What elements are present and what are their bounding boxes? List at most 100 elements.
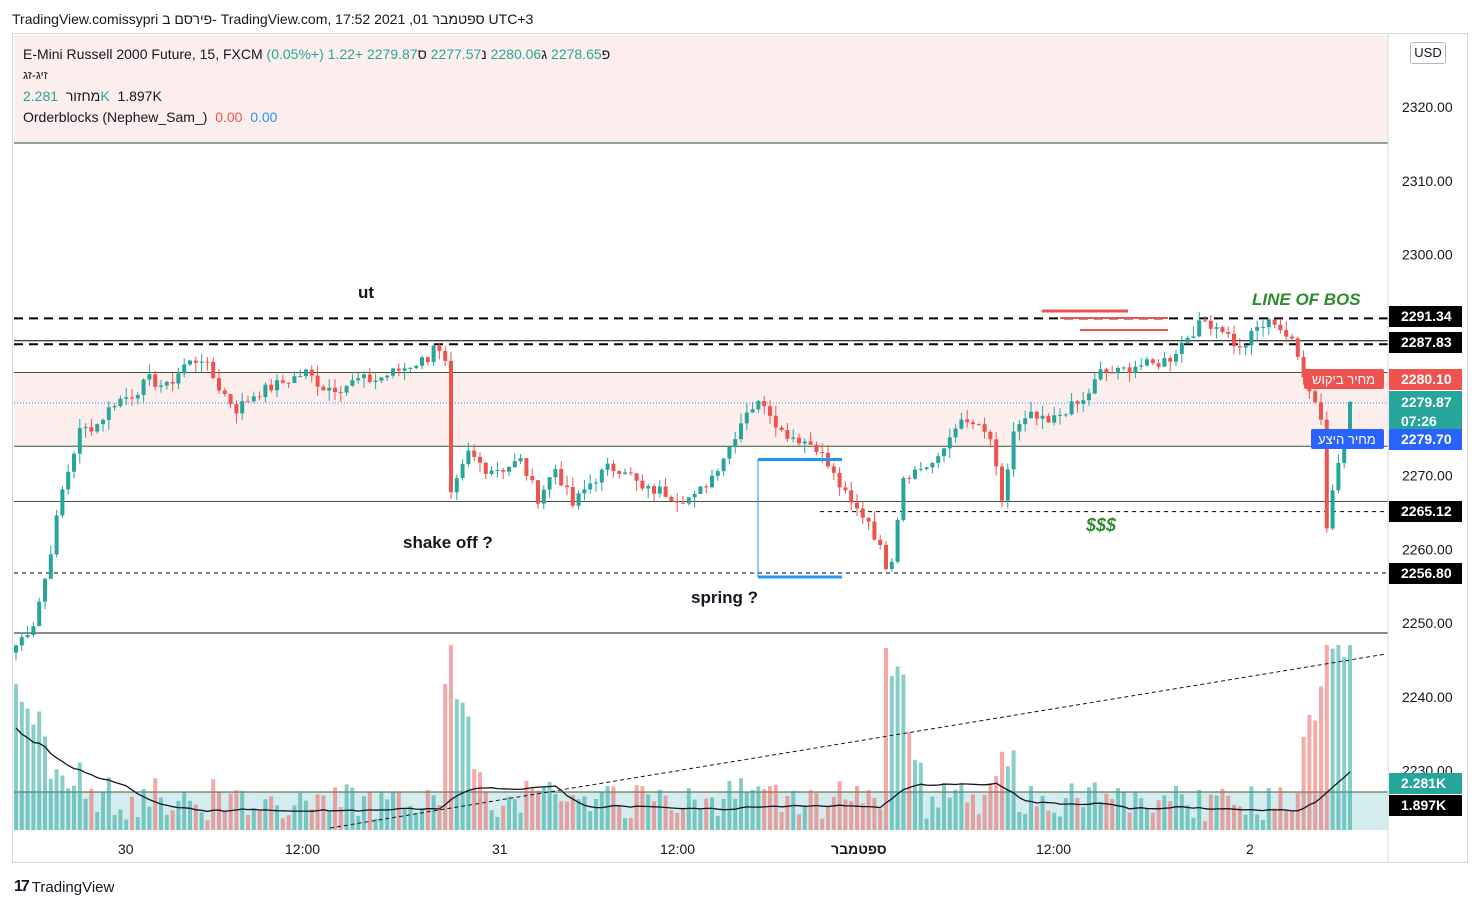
candle-body xyxy=(420,357,424,366)
volume-bar xyxy=(362,796,366,830)
candle-body xyxy=(866,517,871,522)
candle-body xyxy=(124,397,129,399)
volume-bar xyxy=(170,810,175,830)
volume-bar xyxy=(153,778,158,830)
candle-body xyxy=(1226,331,1231,334)
candle-body xyxy=(1029,411,1033,419)
volume-bar xyxy=(1261,820,1265,830)
volume-bar xyxy=(292,805,297,830)
volume-bar xyxy=(913,760,917,830)
volume-bar xyxy=(1179,794,1184,830)
candle-body xyxy=(1295,338,1300,357)
candle-body xyxy=(1313,391,1318,403)
time-tick: 31 xyxy=(492,841,508,857)
candle-body xyxy=(779,427,784,431)
candle-body xyxy=(478,456,482,463)
candle-body xyxy=(657,486,662,494)
legend-symbol-row: E-Mini Russell 2000 Future, 15, FXCM פ22… xyxy=(23,44,610,64)
candle-body xyxy=(263,384,268,398)
candle-body xyxy=(95,424,100,432)
candle-body xyxy=(1348,401,1352,438)
candle-body xyxy=(524,458,529,476)
candle-body xyxy=(31,626,36,636)
volume-bar xyxy=(605,785,610,830)
volume-bar xyxy=(843,799,848,830)
tradingview-brand[interactable]: 17 TradingView xyxy=(14,878,114,896)
candle-body xyxy=(1284,330,1289,337)
candle-body xyxy=(228,394,233,404)
volume-bar xyxy=(135,817,140,830)
annotation-line-of-bos: LINE OF BOS xyxy=(1252,290,1361,309)
volume-bar xyxy=(431,795,436,830)
volume-bar xyxy=(124,819,129,830)
candle-body xyxy=(640,480,645,489)
indicator-name: Orderblocks (Nephew_Sam_) xyxy=(23,109,208,125)
volume-bar xyxy=(942,783,946,830)
price-label-box xyxy=(1389,332,1462,353)
candle-body xyxy=(483,462,488,474)
time-tick: 12:00 xyxy=(285,841,320,857)
candle-body xyxy=(541,489,546,504)
volume-legend[interactable]: מחזור 2.281K 1.897K xyxy=(23,86,162,106)
candle-body xyxy=(959,419,964,429)
volume-bar xyxy=(907,732,912,830)
volume-bar xyxy=(686,788,691,830)
volume-bar xyxy=(982,794,987,830)
volume-bar xyxy=(930,796,935,830)
candle-body xyxy=(460,464,465,479)
volume-bar xyxy=(570,795,575,830)
volume-bar xyxy=(802,805,807,830)
candle-body xyxy=(994,439,999,467)
candle-body xyxy=(257,396,262,398)
price-tag-box xyxy=(1311,429,1384,449)
volume-label: מחזור xyxy=(65,88,101,104)
candle-body xyxy=(391,368,395,376)
symbol-name[interactable]: E-Mini Russell 2000 Future, 15, FXCM xyxy=(23,46,263,62)
candle-body xyxy=(1197,320,1202,337)
high-label: ג xyxy=(541,46,548,62)
time-tick: 2 xyxy=(1246,841,1254,857)
volume-bar xyxy=(1040,795,1045,830)
volume-bar xyxy=(1237,806,1242,830)
price-label-box xyxy=(1389,429,1462,450)
volume-bar xyxy=(663,795,668,830)
volume-bar xyxy=(1023,813,1028,830)
candle-body xyxy=(83,427,88,429)
volume-bar xyxy=(797,814,801,830)
candle-body xyxy=(1058,414,1062,416)
candle-body xyxy=(1162,358,1167,367)
volume-bar xyxy=(228,793,233,830)
price-tag: מחיר ביקוש xyxy=(1312,372,1375,387)
price-label: 2279.70 xyxy=(1401,431,1452,447)
zigzag-label[interactable]: זיג-זג xyxy=(23,68,48,82)
candle-body xyxy=(1087,393,1091,401)
candle-body xyxy=(373,380,378,382)
candle-body xyxy=(1232,333,1236,347)
volume-bar xyxy=(1208,794,1213,830)
volume-bar xyxy=(582,796,587,830)
volume-bar xyxy=(1197,789,1202,830)
candle-body xyxy=(408,367,413,369)
candle-body xyxy=(1261,327,1265,329)
candle-body xyxy=(1069,401,1074,415)
indicator-legend[interactable]: Orderblocks (Nephew_Sam_) 0.00 0.00 xyxy=(23,107,277,127)
volume-bar xyxy=(321,795,326,830)
volume-bar xyxy=(936,807,941,830)
volume-bar xyxy=(112,815,117,830)
volume-bar xyxy=(976,814,981,830)
volume-bar xyxy=(315,794,320,830)
candle-body xyxy=(298,376,303,378)
volume-bar xyxy=(559,801,564,830)
currency-button[interactable]: USD xyxy=(1410,42,1446,64)
volume-bar xyxy=(1069,783,1074,830)
candle-body xyxy=(797,437,801,444)
volume-bar xyxy=(269,796,274,830)
candle-body xyxy=(773,415,778,428)
candle-body xyxy=(292,376,297,383)
time-tick: 12:00 xyxy=(1036,841,1071,857)
price-tick: 2320.00 xyxy=(1402,99,1453,115)
volume-bar xyxy=(472,769,477,830)
candle-body xyxy=(710,475,714,488)
candle-body xyxy=(43,578,47,602)
